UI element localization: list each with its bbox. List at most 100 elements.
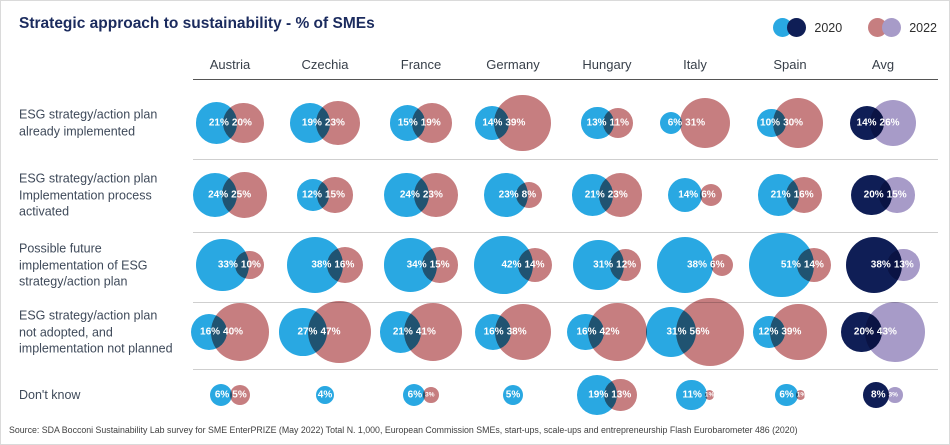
bubble-label-2020: 27% xyxy=(297,326,318,338)
column-header-germany: Germany xyxy=(486,57,540,72)
bubble-label-2020: 8% xyxy=(871,389,886,401)
row-label: Possible future implementation of ESG st… xyxy=(19,241,148,289)
bubble-label-2020: 16% xyxy=(483,326,504,338)
bubble-label-2022: 10% xyxy=(240,259,261,271)
bubble-label-2022: 23% xyxy=(324,117,345,129)
bubble-label-2022: 3% xyxy=(888,391,898,399)
bubble-label-2022: 5% xyxy=(232,389,247,401)
bubble-label-2020: 31% xyxy=(593,259,614,271)
row-separator xyxy=(193,369,938,370)
header-underline xyxy=(193,79,938,80)
bubble-label-2020: 15% xyxy=(397,117,418,129)
bubble-2022 xyxy=(404,302,463,362)
bubble-2022 xyxy=(609,249,642,281)
bubble-label-2020: 24% xyxy=(399,189,420,201)
bubble-2020 xyxy=(502,384,524,406)
bubble-2022 xyxy=(412,103,453,143)
bubble-label-2022: 13% xyxy=(611,389,632,401)
bubble-2022 xyxy=(598,173,643,217)
column-header-czechia: Czechia xyxy=(301,57,349,72)
bubble-label-2020: 21% xyxy=(584,189,605,201)
row-label: ESG strategy/action plan Implementation … xyxy=(19,171,158,219)
bubble-2022 xyxy=(516,182,542,208)
bubble-2022 xyxy=(864,302,925,362)
bubble-2022 xyxy=(229,384,251,406)
bubble-label-2020: 14% xyxy=(856,117,877,129)
bubble-label-2020: 21% xyxy=(770,189,791,201)
bubble-2022 xyxy=(604,378,638,412)
bubble-2022 xyxy=(221,172,268,218)
row-separator xyxy=(193,302,938,303)
bubble-label-2022: 15% xyxy=(429,259,450,271)
bubble-label-2022: 6% xyxy=(701,189,716,201)
bubble-2022 xyxy=(317,177,353,213)
bubble-label-2022: 40% xyxy=(223,326,244,338)
bubble-label-2020: 38% xyxy=(687,259,708,271)
bubble-label-2022: 56% xyxy=(689,326,710,338)
bubble-label-2022: 42% xyxy=(599,326,620,338)
row-label: Don't know xyxy=(19,387,81,402)
bubble-label-2020: 21% xyxy=(208,117,229,129)
bubble-2022 xyxy=(422,247,458,283)
bubble-2022 xyxy=(879,177,915,213)
bubble-2022 xyxy=(886,387,903,403)
bubble-label-2022: 1% xyxy=(704,391,715,399)
bubble-label-2022: 14% xyxy=(524,259,545,271)
bubble-label-2022: 16% xyxy=(793,189,814,201)
bubble-label-2020: 16% xyxy=(200,326,221,338)
bubble-label-2020: 5% xyxy=(505,389,521,401)
bubble-2020 xyxy=(863,382,889,408)
bubble-label-2020: 38% xyxy=(311,259,332,271)
legend-2022-label: 2022 xyxy=(909,20,937,35)
bubble-2022 xyxy=(869,99,917,147)
bubble-label-2020: 21% xyxy=(392,326,413,338)
bubble-2022 xyxy=(308,300,371,364)
bubble-label-2020: 13% xyxy=(586,117,607,129)
bubble-label-2020: 24% xyxy=(208,189,229,201)
column-header-italy: Italy xyxy=(683,57,707,72)
bubble-2022 xyxy=(517,247,552,283)
bubble-label-2022: 43% xyxy=(876,326,897,338)
row-label: ESG strategy/action plan already impleme… xyxy=(19,107,158,139)
column-header-austria: Austria xyxy=(209,57,251,72)
bubble-2020 xyxy=(315,385,335,405)
bubble-label-2020: 31% xyxy=(666,326,687,338)
bubble-2022 xyxy=(211,303,269,361)
legend-item-2022: 2022 xyxy=(868,18,937,37)
bubble-label-2022: 31% xyxy=(685,117,706,129)
bubble-2022 xyxy=(699,183,723,207)
bubble-label-2020: 10% xyxy=(760,117,781,129)
legend-item-2020: 2020 xyxy=(773,18,842,37)
bubble-2022 xyxy=(495,303,552,361)
bubble-label-2020: 6% xyxy=(407,389,423,401)
bubble-label-2020: 33% xyxy=(217,259,238,271)
bubble-2020 xyxy=(775,383,798,407)
bubble-2022 xyxy=(223,102,265,144)
bubble-label-2022: 19% xyxy=(420,117,441,129)
bubble-label-2020: 14% xyxy=(678,189,699,201)
bubble-2022 xyxy=(769,303,827,361)
column-header-hungary: Hungary xyxy=(582,57,632,72)
bubble-label-2022: 16% xyxy=(334,259,355,271)
bubble-2020 xyxy=(676,379,707,411)
bubble-label-2020: 42% xyxy=(501,259,522,271)
bubble-2020 xyxy=(667,177,702,213)
bubble-label-2022: 1% xyxy=(796,391,807,399)
chart-title: Strategic approach to sustainability - %… xyxy=(19,15,375,32)
bubble-label-2020: 19% xyxy=(588,389,609,401)
bubble-2022 xyxy=(676,297,745,367)
bubble-2022 xyxy=(587,302,647,362)
legend-2022-purple-circle-icon xyxy=(882,18,902,37)
column-header-avg: Avg xyxy=(871,57,895,72)
column-header-spain: Spain xyxy=(773,57,807,72)
bubble-label-2022: 8% xyxy=(521,189,537,201)
bubble-2022 xyxy=(704,390,714,400)
bubble-label-2020: 6% xyxy=(667,117,683,129)
bubble-label-2020: 16% xyxy=(576,326,597,338)
bubble-2022 xyxy=(413,173,458,217)
bubble-2022 xyxy=(326,246,364,284)
bubble-label-2020: 23% xyxy=(498,189,519,201)
bubble-2020 xyxy=(659,111,682,135)
bubble-label-2022: 30% xyxy=(783,117,804,129)
